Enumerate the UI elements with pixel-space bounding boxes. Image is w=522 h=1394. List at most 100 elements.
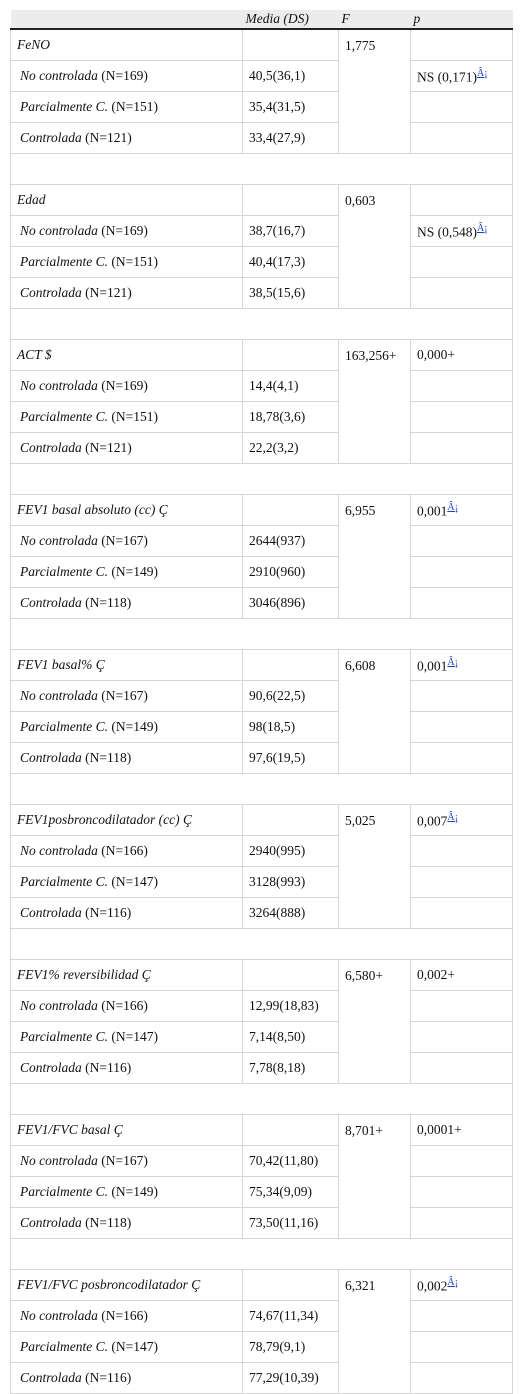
p-cell xyxy=(410,556,513,588)
group-row: FeNO 1,775 xyxy=(10,28,513,154)
p-cell: 0,002+ xyxy=(410,959,513,991)
spacer xyxy=(10,308,513,340)
data-row: Controlada (N=118) 3046(896) xyxy=(10,587,513,619)
p-cell: 0,0001+ xyxy=(410,1114,513,1146)
f-value: 5,025 xyxy=(338,804,411,929)
p-cell xyxy=(410,835,513,867)
p-cell xyxy=(410,91,513,123)
row-label: Controlada (N=116) xyxy=(10,1362,243,1394)
data-row: No controlada (N=166) 12,99(18,83) xyxy=(10,990,513,1022)
category: No controlada xyxy=(20,533,98,548)
row-label: No controlada (N=166) xyxy=(10,990,243,1022)
p-cell xyxy=(410,897,513,929)
spacer-row xyxy=(10,308,513,340)
p-cell xyxy=(410,246,513,278)
f-value: 6,608 xyxy=(338,649,411,774)
category: Controlada xyxy=(20,750,82,765)
sample-size: (N=169) xyxy=(101,223,148,238)
data-row: Parcialmente C. (N=147) 3128(993) xyxy=(10,866,513,898)
mean-sd: 2940(995) xyxy=(242,835,339,867)
category: Parcialmente C. xyxy=(20,409,108,424)
category: Parcialmente C. xyxy=(20,1184,108,1199)
mean-sd: 3264(888) xyxy=(242,897,339,929)
data-row: No controlada (N=167) 2644(937) xyxy=(10,525,513,557)
footnote-link[interactable]: Â¡ xyxy=(447,1276,458,1288)
data-row: No controlada (N=167) 90,6(22,5) xyxy=(10,680,513,712)
category: No controlada xyxy=(20,68,98,83)
sample-size: (N=116) xyxy=(85,1370,132,1385)
spacer xyxy=(10,1238,513,1270)
footnote: Â¡ xyxy=(447,656,458,668)
empty-cell xyxy=(242,804,339,836)
sample-size: (N=118) xyxy=(85,595,132,610)
p-cell xyxy=(410,680,513,712)
sample-size: (N=169) xyxy=(101,378,148,393)
data-row: Parcialmente C. (N=147) 7,14(8,50) xyxy=(10,1021,513,1053)
category: Parcialmente C. xyxy=(20,99,108,114)
row-label: Controlada (N=121) xyxy=(10,122,243,154)
spacer-row xyxy=(10,1083,513,1115)
category: Controlada xyxy=(20,440,82,455)
p-cell xyxy=(410,1021,513,1053)
f-value: 6,580+ xyxy=(338,959,411,1084)
data-row: Parcialmente C. (N=149) 75,34(9,09) xyxy=(10,1176,513,1208)
row-label: No controlada (N=167) xyxy=(10,680,243,712)
spacer-row xyxy=(10,153,513,185)
category: No controlada xyxy=(20,1308,98,1323)
data-row: Parcialmente C. (N=151) 18,78(3,6) xyxy=(10,401,513,433)
sample-size: (N=151) xyxy=(111,409,158,424)
footnote-link[interactable]: Â¡ xyxy=(447,501,458,513)
footnote-link[interactable]: Â¡ xyxy=(477,222,488,234)
category: No controlada xyxy=(20,1153,98,1168)
data-row: No controlada (N=169) 14,4(4,1) xyxy=(10,370,513,402)
row-label: No controlada (N=169) xyxy=(10,215,243,247)
mean-sd: 12,99(18,83) xyxy=(242,990,339,1022)
spacer xyxy=(10,463,513,495)
category: Parcialmente C. xyxy=(20,254,108,269)
mean-sd: 3128(993) xyxy=(242,866,339,898)
p-cell: 0,000+ xyxy=(410,339,513,371)
row-label: Parcialmente C. (N=147) xyxy=(10,866,243,898)
empty-cell xyxy=(242,184,339,216)
sample-size: (N=166) xyxy=(101,843,148,858)
footnote-link[interactable]: Â¡ xyxy=(447,656,458,668)
header-cell: F xyxy=(338,10,411,30)
p-cell xyxy=(410,28,513,61)
p-cell xyxy=(410,1331,513,1363)
sample-size: (N=116) xyxy=(85,905,132,920)
p-cell xyxy=(410,1362,513,1394)
sample-size: (N=149) xyxy=(111,1184,158,1199)
spacer-row xyxy=(10,1238,513,1270)
sample-size: (N=121) xyxy=(85,440,132,455)
group-row: FEV1 basal absoluto (cc) Ç 6,955 0,001Â¡ xyxy=(10,494,513,619)
spacer xyxy=(10,153,513,185)
p-value: NS (0,548) xyxy=(417,224,477,240)
row-label: Controlada (N=118) xyxy=(10,1207,243,1239)
row-label: No controlada (N=169) xyxy=(10,370,243,402)
p-cell xyxy=(410,525,513,557)
data-row: No controlada (N=166) 2940(995) xyxy=(10,835,513,867)
mean-sd: 18,78(3,6) xyxy=(242,401,339,433)
mean-sd: 77,29(10,39) xyxy=(242,1362,339,1394)
data-row: Controlada (N=116) 7,78(8,18) xyxy=(10,1052,513,1084)
results-table: Media (DS) F p FeNO 1,775 No controlada (N… xyxy=(10,10,513,1394)
sample-size: (N=147) xyxy=(111,1029,158,1044)
table-body: FeNO 1,775 No controlada (N=169) 40,5(36,1)… xyxy=(10,28,513,1394)
data-row: Parcialmente C. (N=151) 35,4(31,5) xyxy=(10,91,513,123)
sample-size: (N=166) xyxy=(101,1308,148,1323)
footnote-link[interactable]: Â¡ xyxy=(477,67,488,79)
sample-size: (N=169) xyxy=(101,68,148,83)
spacer xyxy=(10,1083,513,1115)
spacer xyxy=(10,928,513,960)
p-cell xyxy=(410,122,513,154)
footnote: Â¡ xyxy=(477,67,488,79)
row-label: Parcialmente C. (N=149) xyxy=(10,1176,243,1208)
sample-size: (N=167) xyxy=(101,533,148,548)
p-cell xyxy=(410,587,513,619)
header-cell: Media (DS) xyxy=(242,10,339,30)
sample-size: (N=118) xyxy=(85,1215,132,1230)
empty-cell xyxy=(242,1114,339,1146)
empty-cell xyxy=(242,28,339,61)
empty-cell xyxy=(242,494,339,526)
footnote-link[interactable]: Â¡ xyxy=(447,811,458,823)
